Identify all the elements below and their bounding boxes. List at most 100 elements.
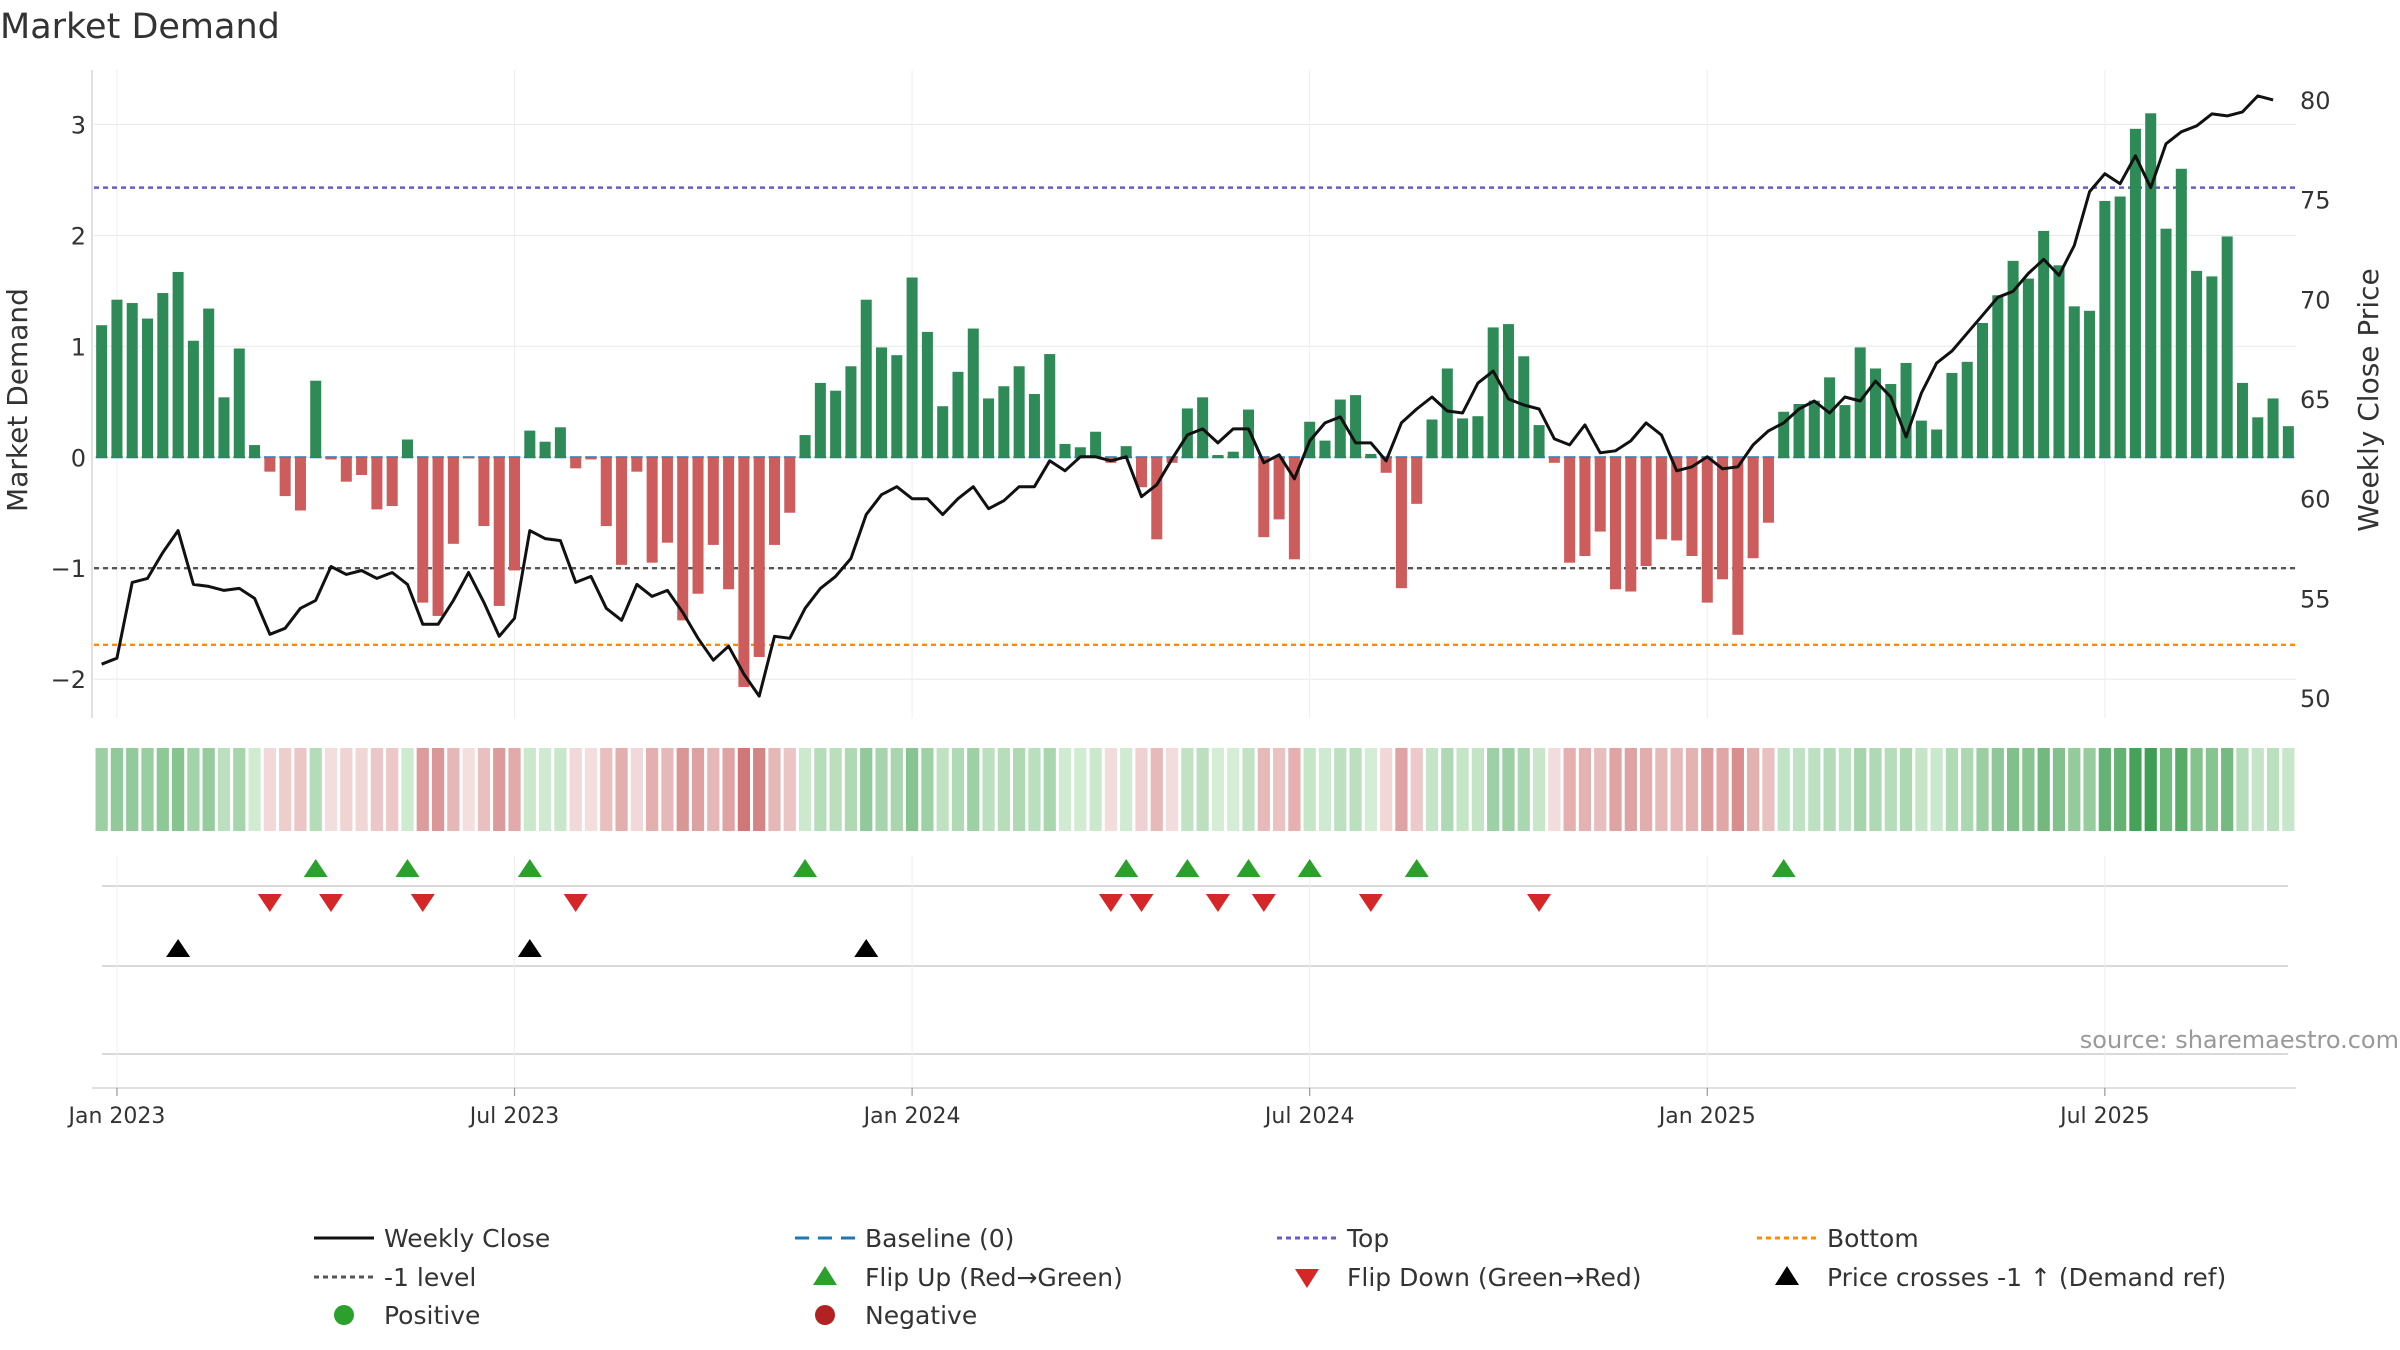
demand-bar bbox=[1090, 431, 1102, 458]
flip-up-marker bbox=[793, 859, 818, 877]
demand-bar bbox=[998, 386, 1010, 458]
flip-down-marker bbox=[1129, 894, 1154, 912]
demand-bar bbox=[967, 328, 979, 458]
demand-bar bbox=[921, 331, 933, 458]
demand-bar bbox=[2114, 196, 2126, 458]
demand-bar bbox=[233, 348, 245, 458]
y-axis-label-right: Weekly Close Price bbox=[2352, 268, 2385, 531]
band-cell bbox=[1242, 748, 1255, 831]
flip-up-marker bbox=[517, 859, 542, 877]
band-cell bbox=[1548, 748, 1561, 831]
band-cell bbox=[936, 748, 949, 831]
x-tick-label: Jul 2024 bbox=[1263, 1104, 1355, 1129]
demand-bar bbox=[768, 457, 780, 545]
y-tick-right: 65 bbox=[2300, 386, 2331, 414]
demand-bar bbox=[1013, 366, 1025, 458]
demand-bar bbox=[692, 457, 704, 594]
band-cell bbox=[1487, 748, 1500, 831]
band-cell bbox=[1762, 748, 1775, 831]
demand-bar bbox=[2221, 236, 2233, 458]
demand-bar bbox=[1610, 457, 1622, 590]
band-cell bbox=[1471, 748, 1485, 831]
band-cell bbox=[1701, 748, 1714, 831]
flip-down-marker bbox=[1358, 894, 1383, 912]
flip-down-marker bbox=[563, 894, 588, 912]
event-markers bbox=[102, 856, 2288, 1090]
demand-bar bbox=[952, 371, 964, 458]
demand-bar bbox=[264, 457, 276, 472]
band-cell bbox=[2221, 748, 2234, 831]
legend-label: Flip Up (Red→Green) bbox=[865, 1263, 1123, 1292]
demand-bar bbox=[1151, 457, 1163, 540]
band-cell bbox=[1135, 748, 1148, 831]
band-cell bbox=[1578, 748, 1592, 831]
x-tick-label: Jan 2023 bbox=[66, 1104, 165, 1129]
band-cell bbox=[1502, 748, 1515, 831]
demand-bar bbox=[1044, 354, 1056, 458]
band-cell bbox=[1364, 748, 1377, 831]
band-cell bbox=[1272, 748, 1286, 831]
band-cell bbox=[1854, 748, 1867, 831]
band-cell bbox=[202, 748, 215, 831]
demand-bar bbox=[493, 457, 505, 606]
legend-label: Baseline (0) bbox=[865, 1224, 1014, 1253]
demand-bar bbox=[325, 457, 337, 460]
demand-bar bbox=[1839, 405, 1851, 458]
band-cell bbox=[508, 748, 521, 831]
flip-down-marker bbox=[410, 894, 435, 912]
band-cell bbox=[951, 748, 965, 831]
band-cell bbox=[1716, 748, 1729, 831]
band-cell bbox=[1624, 748, 1637, 831]
band-cell bbox=[1899, 748, 1913, 831]
demand-bar bbox=[1915, 420, 1927, 458]
demand-bar bbox=[2267, 398, 2279, 458]
band-cell bbox=[768, 748, 781, 831]
band-cell bbox=[2266, 748, 2280, 831]
band-cell bbox=[1395, 748, 1408, 831]
legend-label: Weekly Close bbox=[384, 1224, 550, 1253]
band-cell bbox=[538, 748, 552, 831]
demand-bar bbox=[1074, 447, 1086, 458]
demand-bar bbox=[111, 299, 123, 458]
band-cell bbox=[2282, 748, 2295, 831]
demand-bar bbox=[1900, 362, 1912, 458]
band-cell bbox=[676, 748, 689, 831]
band-cell bbox=[1685, 748, 1699, 831]
band-cell bbox=[523, 748, 536, 831]
demand-bar bbox=[294, 457, 306, 511]
band-cell bbox=[1777, 748, 1790, 831]
demand-bar bbox=[1579, 457, 1591, 557]
x-tick-label: Jan 2025 bbox=[1657, 1104, 1756, 1129]
band-cell bbox=[814, 748, 827, 831]
demand-bar bbox=[1717, 457, 1729, 580]
demand-bar bbox=[2282, 426, 2294, 458]
flip-up-marker bbox=[395, 859, 420, 877]
demand-bar bbox=[1288, 457, 1300, 560]
demand-bar bbox=[2053, 265, 2065, 458]
chart-title: Market Demand bbox=[0, 7, 280, 47]
band-cell bbox=[1380, 748, 1393, 831]
demand-bar bbox=[279, 457, 291, 497]
demand-bar bbox=[2175, 168, 2187, 458]
demand-bar bbox=[509, 457, 521, 571]
demand-bar bbox=[2022, 278, 2034, 458]
band-cell bbox=[279, 748, 292, 831]
band-cell bbox=[171, 748, 185, 831]
band-cell bbox=[1211, 748, 1225, 831]
demand-bar bbox=[753, 457, 765, 657]
demand-bar bbox=[2191, 270, 2203, 458]
demand-bar bbox=[1120, 446, 1132, 458]
band-cell bbox=[997, 748, 1010, 831]
y-tick-left: 1 bbox=[71, 333, 86, 361]
band-cell bbox=[340, 748, 353, 831]
demand-bar bbox=[1655, 457, 1667, 540]
demand-bar bbox=[1625, 457, 1637, 592]
band-cell bbox=[1991, 748, 2004, 831]
flip-up-marker bbox=[1404, 859, 1429, 877]
demand-bar bbox=[830, 390, 842, 458]
band-cell bbox=[401, 748, 414, 831]
demand-bar bbox=[1426, 419, 1438, 458]
legend-swatch bbox=[1295, 1269, 1319, 1288]
demand-bar bbox=[1701, 457, 1713, 603]
weekly-close-line bbox=[101, 94, 2274, 698]
